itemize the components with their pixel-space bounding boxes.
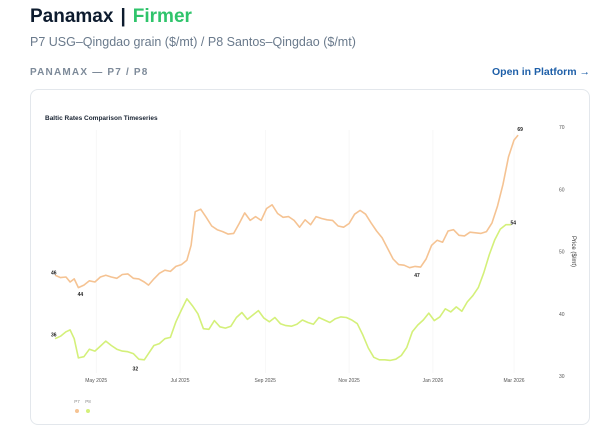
series-line-p7: [54, 134, 519, 289]
x-tick-label: Jan 2026: [423, 378, 444, 384]
y-axis-label: Price ($/mt): [570, 236, 576, 267]
series-line-p8: [54, 223, 512, 362]
market-status: Firmer: [132, 6, 192, 27]
x-tick-label: Sep 2025: [255, 378, 277, 384]
legend-marker-p8: [86, 409, 90, 413]
y-tick-label: 30: [559, 374, 565, 380]
data-label-p7: 46: [51, 270, 57, 276]
title-separator: |: [120, 6, 126, 27]
page-title: Panamax: [30, 6, 114, 27]
page-subtitle: P7 USG–Qingdao grain ($/mt) / P8 Santos–…: [30, 35, 356, 49]
y-tick-label: 60: [559, 187, 565, 193]
legend-marker-p7: [75, 409, 79, 413]
page-header: Panamax | Firmer: [30, 6, 192, 32]
legend-label-p7: P7: [74, 399, 80, 404]
data-label-p8: 32: [133, 367, 139, 373]
data-label-p8: 54: [510, 221, 516, 227]
timeseries-chart: Baltic Rates Comparison Timeseries May 20…: [45, 115, 576, 413]
chart-title: Baltic Rates Comparison Timeseries: [45, 115, 158, 122]
y-tick-label: 40: [559, 312, 565, 318]
y-tick-label: 70: [559, 125, 565, 131]
data-label-p8: 36: [51, 333, 57, 339]
section-label: PANAMAX — P7 / P8: [30, 67, 149, 78]
open-in-platform-link[interactable]: Open in Platform →: [491, 66, 590, 78]
x-tick-label: Jul 2025: [171, 378, 190, 384]
data-label-p7: 44: [78, 292, 84, 298]
x-tick-label: May 2025: [85, 378, 107, 384]
data-label-p7: 69: [517, 127, 523, 133]
y-tick-label: 50: [559, 250, 565, 256]
chart-card: Baltic Rates Comparison Timeseries May 20…: [30, 89, 590, 425]
x-tick-label: Nov 2025: [338, 378, 360, 384]
legend-label-p8: P8: [85, 399, 91, 404]
x-tick-label: Mar 2026: [503, 378, 524, 384]
data-label-p7: 47: [414, 273, 420, 279]
